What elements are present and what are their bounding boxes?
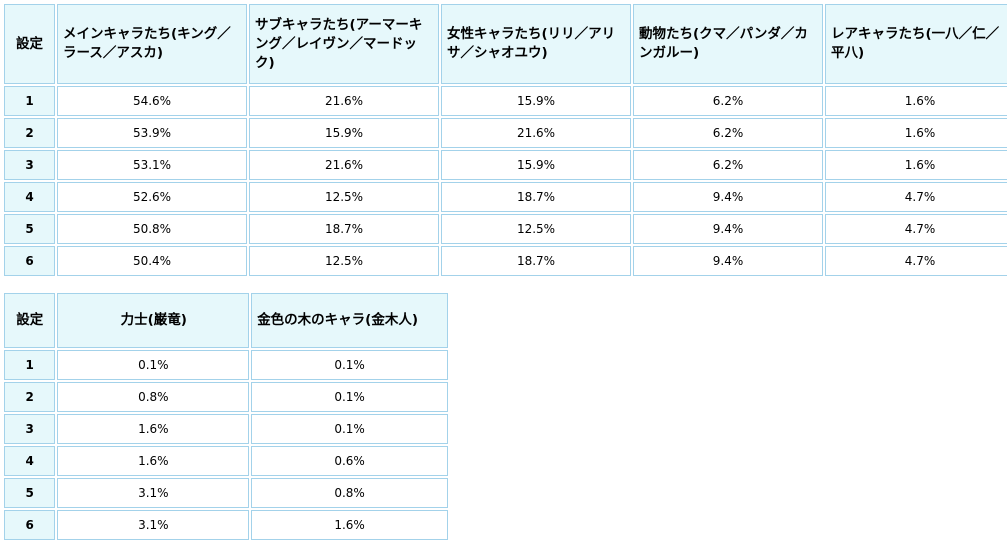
setting-cell: 2 xyxy=(4,382,56,412)
table-header-row: 設定 力士(巌竜) 金色の木のキャラ(金木人) xyxy=(4,293,448,348)
setting-cell: 2 xyxy=(4,118,55,148)
rate-cell: 1.6% xyxy=(825,118,1007,148)
rate-cell: 0.8% xyxy=(57,382,250,412)
rate-cell: 1.6% xyxy=(251,510,448,540)
rate-cell: 21.6% xyxy=(441,118,631,148)
rate-cell: 54.6% xyxy=(57,86,247,116)
rate-cell: 4.7% xyxy=(825,214,1007,244)
rate-cell: 0.1% xyxy=(57,350,250,380)
table-row: 3 53.1% 21.6% 15.9% 6.2% 1.6% xyxy=(4,150,1007,180)
column-header-rare-characters: レアキャラたち(一八／仁／平八) xyxy=(825,4,1007,84)
rate-cell: 12.5% xyxy=(249,182,439,212)
rate-cell: 1.6% xyxy=(57,446,250,476)
setting-cell: 4 xyxy=(4,182,55,212)
rate-cell: 9.4% xyxy=(633,246,823,276)
rate-cell: 18.7% xyxy=(249,214,439,244)
rate-cell: 21.6% xyxy=(249,86,439,116)
setting-cell: 6 xyxy=(4,246,55,276)
column-header-setting: 設定 xyxy=(4,293,56,348)
rate-cell: 18.7% xyxy=(441,182,631,212)
rate-cell: 0.6% xyxy=(251,446,448,476)
rate-cell: 53.1% xyxy=(57,150,247,180)
rate-cell: 12.5% xyxy=(441,214,631,244)
table-row: 4 1.6% 0.6% xyxy=(4,446,448,476)
rate-cell: 12.5% xyxy=(249,246,439,276)
character-rate-table-special: 設定 力士(巌竜) 金色の木のキャラ(金木人) 1 0.1% 0.1% 2 0.… xyxy=(2,291,450,542)
rate-cell: 0.1% xyxy=(251,382,448,412)
column-header-main-characters: メインキャラたち(キング／ラース／アスカ) xyxy=(57,4,247,84)
rate-cell: 6.2% xyxy=(633,118,823,148)
rate-cell: 52.6% xyxy=(57,182,247,212)
table-row: 1 54.6% 21.6% 15.9% 6.2% 1.6% xyxy=(4,86,1007,116)
character-rate-table-main: 設定 メインキャラたち(キング／ラース／アスカ) サブキャラたち(アーマーキング… xyxy=(2,2,1007,278)
setting-cell: 5 xyxy=(4,214,55,244)
table-row: 2 53.9% 15.9% 21.6% 6.2% 1.6% xyxy=(4,118,1007,148)
rate-cell: 18.7% xyxy=(441,246,631,276)
table-row: 4 52.6% 12.5% 18.7% 9.4% 4.7% xyxy=(4,182,1007,212)
column-header-setting: 設定 xyxy=(4,4,55,84)
column-header-sumo-wrestler: 力士(巌竜) xyxy=(57,293,250,348)
rate-cell: 1.6% xyxy=(57,414,250,444)
column-header-golden-wood-character: 金色の木のキャラ(金木人) xyxy=(251,293,448,348)
rate-cell: 3.1% xyxy=(57,478,250,508)
rate-cell: 15.9% xyxy=(441,86,631,116)
table-row: 5 50.8% 18.7% 12.5% 9.4% 4.7% xyxy=(4,214,1007,244)
rate-cell: 9.4% xyxy=(633,182,823,212)
rate-cell: 50.4% xyxy=(57,246,247,276)
rate-cell: 9.4% xyxy=(633,214,823,244)
table-row: 6 3.1% 1.6% xyxy=(4,510,448,540)
rate-cell: 1.6% xyxy=(825,150,1007,180)
setting-cell: 1 xyxy=(4,86,55,116)
rate-cell: 0.1% xyxy=(251,414,448,444)
setting-cell: 3 xyxy=(4,150,55,180)
rate-cell: 50.8% xyxy=(57,214,247,244)
column-header-animals: 動物たち(クマ／パンダ／カンガルー) xyxy=(633,4,823,84)
rate-cell: 0.8% xyxy=(251,478,448,508)
rate-cell: 4.7% xyxy=(825,246,1007,276)
setting-cell: 5 xyxy=(4,478,56,508)
table-row: 1 0.1% 0.1% xyxy=(4,350,448,380)
table-row: 2 0.8% 0.1% xyxy=(4,382,448,412)
rate-cell: 15.9% xyxy=(441,150,631,180)
setting-cell: 1 xyxy=(4,350,56,380)
rate-cell: 6.2% xyxy=(633,150,823,180)
setting-cell: 3 xyxy=(4,414,56,444)
setting-cell: 6 xyxy=(4,510,56,540)
rate-cell: 4.7% xyxy=(825,182,1007,212)
rate-cell: 53.9% xyxy=(57,118,247,148)
rate-cell: 0.1% xyxy=(251,350,448,380)
rate-cell: 21.6% xyxy=(249,150,439,180)
rate-cell: 6.2% xyxy=(633,86,823,116)
column-header-sub-characters: サブキャラたち(アーマーキング／レイヴン／マードック) xyxy=(249,4,439,84)
table-header-row: 設定 メインキャラたち(キング／ラース／アスカ) サブキャラたち(アーマーキング… xyxy=(4,4,1007,84)
table-row: 3 1.6% 0.1% xyxy=(4,414,448,444)
rate-cell: 1.6% xyxy=(825,86,1007,116)
rate-cell: 3.1% xyxy=(57,510,250,540)
table-row: 6 50.4% 12.5% 18.7% 9.4% 4.7% xyxy=(4,246,1007,276)
column-header-female-characters: 女性キャラたち(リリ／アリサ／シャオユウ) xyxy=(441,4,631,84)
table-row: 5 3.1% 0.8% xyxy=(4,478,448,508)
rate-cell: 15.9% xyxy=(249,118,439,148)
setting-cell: 4 xyxy=(4,446,56,476)
